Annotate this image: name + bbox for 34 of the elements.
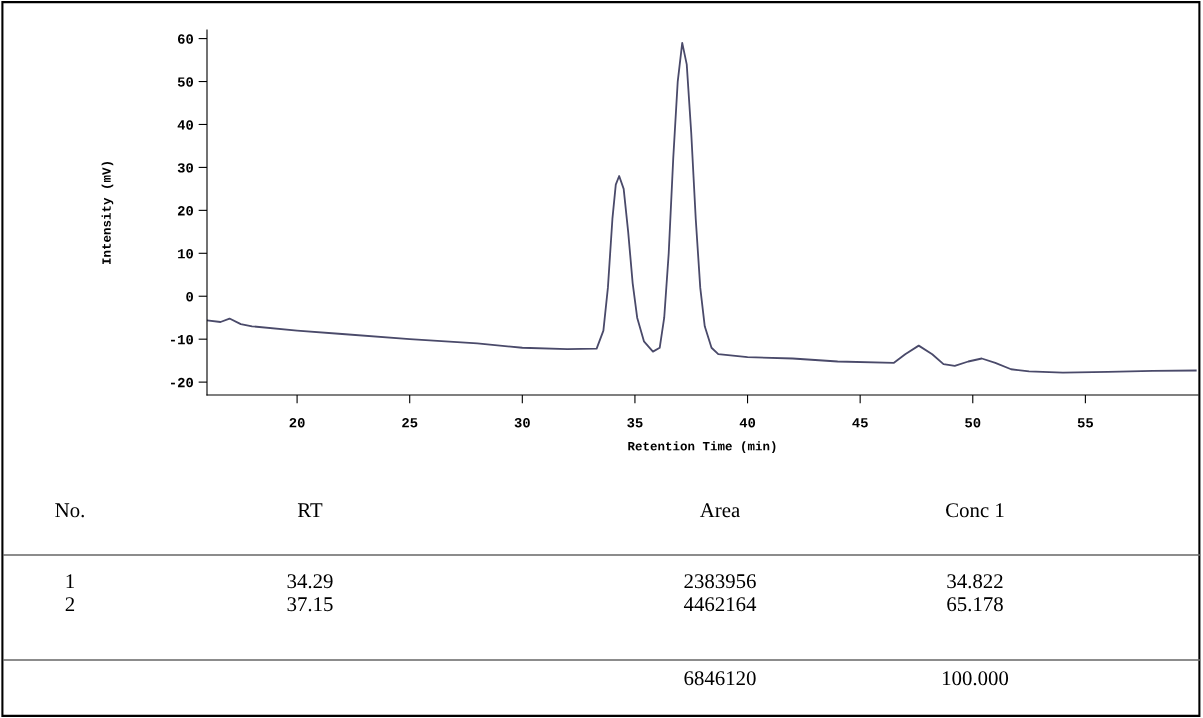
x-tick-label: 20 bbox=[289, 418, 305, 428]
y-tick-label: -20 bbox=[171, 377, 193, 388]
text: RT bbox=[297, 503, 323, 518]
x-tick-label: 50 bbox=[965, 418, 981, 428]
x-tick-label: 25 bbox=[402, 418, 418, 428]
text: Conc 1 bbox=[946, 503, 1004, 518]
x-tick-label: 35 bbox=[627, 418, 643, 428]
y-tick-label: 60 bbox=[177, 34, 193, 44]
text: 100.000 bbox=[942, 671, 1009, 686]
text: 34.822 bbox=[947, 574, 1003, 589]
text: No. bbox=[55, 503, 84, 518]
text: 34.29 bbox=[287, 574, 333, 589]
text: 2 bbox=[65, 597, 75, 612]
text: 37.15 bbox=[287, 597, 333, 612]
text: 6846120 bbox=[684, 671, 756, 686]
x-tick-label: 45 bbox=[852, 418, 868, 428]
text: 1 bbox=[66, 574, 74, 589]
y-tick-label: 10 bbox=[178, 249, 193, 259]
text: 4462164 bbox=[683, 597, 757, 612]
x-axis-title: Retention Time (min) bbox=[628, 441, 776, 453]
y-tick-label: 0 bbox=[186, 291, 193, 302]
line-series bbox=[207, 41, 1197, 374]
y-tick-label: 40 bbox=[177, 120, 193, 130]
y-tick-label: 50 bbox=[177, 77, 193, 87]
text: Area bbox=[699, 503, 740, 518]
x-tick-label: 40 bbox=[739, 418, 756, 428]
text: 65.178 bbox=[947, 597, 1003, 612]
y-tick-label: -10 bbox=[171, 334, 193, 345]
x-tick-label: 30 bbox=[514, 418, 530, 428]
y-tick-label: 20 bbox=[177, 206, 193, 216]
x-tick-label: 55 bbox=[1077, 418, 1093, 428]
y-tick-label: 30 bbox=[177, 163, 193, 173]
y-axis-title: Intensity (mV) bbox=[101, 162, 114, 265]
text: 2383956 bbox=[684, 574, 756, 589]
